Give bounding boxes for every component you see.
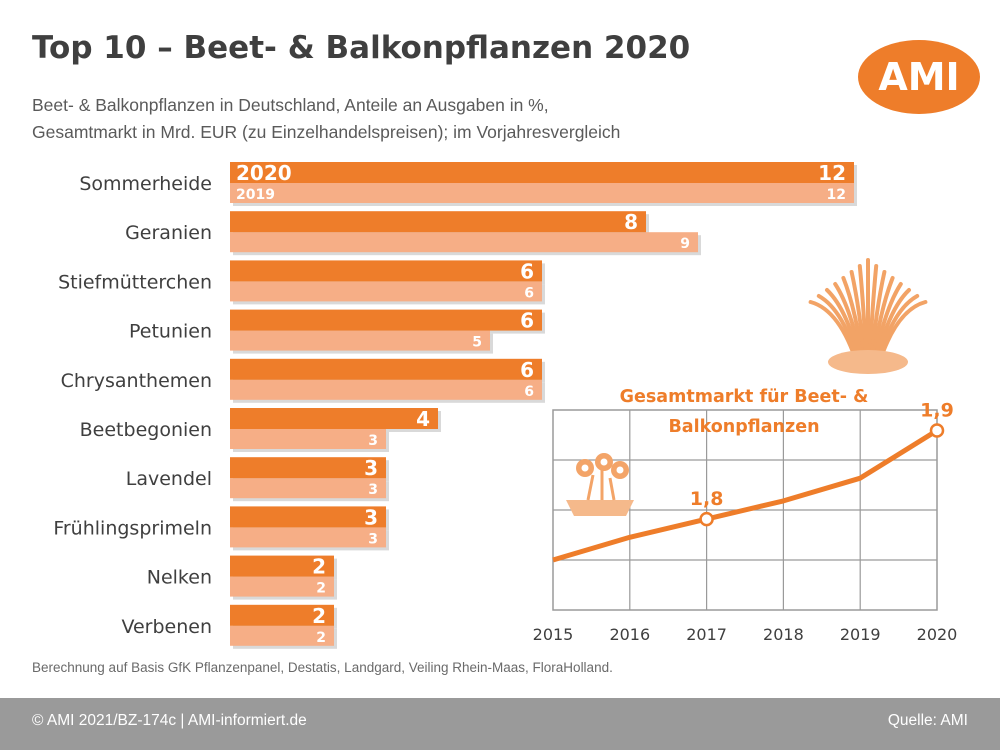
value-label-2019-2: 9 [680, 236, 690, 252]
bar-2019-3 [230, 281, 542, 302]
value-label-2019-1: 12 [827, 187, 846, 203]
category-label-4: Petunien [129, 321, 212, 343]
category-label-3: Stiefmütterchen [58, 271, 212, 293]
value-label-2019-4: 5 [472, 335, 482, 351]
category-label-9: Nelken [147, 567, 212, 589]
category-label-5: Chrysanthemen [61, 370, 212, 392]
bar-2020-2 [230, 211, 646, 233]
category-label-2: Geranien [125, 222, 212, 244]
bar-2019-4 [230, 330, 490, 351]
value-label-2020-9: 2 [312, 555, 326, 579]
bar-2019-1 [230, 183, 854, 203]
value-label-2020-1: 12 [818, 161, 846, 185]
bar-2020-9 [230, 555, 334, 577]
category-label-10: Verbenen [121, 616, 212, 638]
bar-2020-5 [230, 358, 542, 380]
footer-source: Quelle: AMI [887, 712, 968, 729]
value-label-2019-7: 3 [368, 482, 378, 498]
flower-bowl-icon [566, 453, 634, 516]
data-point-2020 [929, 423, 945, 438]
value-label-2019-5: 6 [524, 384, 534, 400]
bar-2020-4 [230, 309, 542, 331]
subtitle-line-2: Gesamtmarkt in Mrd. EUR (zu Einzelhandel… [32, 122, 621, 142]
x-tick-label-2019: 2019 [840, 625, 881, 644]
ornamental-grass-icon [808, 258, 928, 374]
value-label-2020-7: 3 [364, 456, 378, 480]
value-label-2020-2: 8 [624, 210, 638, 234]
bar-2019-8 [230, 527, 386, 548]
value-label-2020-5: 6 [520, 358, 534, 382]
data-label-2017: 1,8 [690, 488, 724, 510]
bar-2020-1 [230, 162, 854, 183]
subtitle: Beet- & Balkonpflanzen in Deutschland, A… [32, 92, 620, 146]
bar-2019-2 [230, 232, 698, 253]
bar-2020-7 [230, 457, 386, 479]
subtitle-line-1: Beet- & Balkonpflanzen in Deutschland, A… [32, 95, 549, 115]
x-tick-label-2016: 2016 [609, 625, 650, 644]
category-label-8: Frühlingsprimeln [53, 517, 212, 539]
value-label-2019-9: 2 [316, 581, 326, 597]
bar-2020-8 [230, 506, 386, 528]
series-label-2019: 2019 [236, 187, 275, 203]
category-label-7: Lavendel [126, 468, 212, 490]
value-label-2020-6: 4 [416, 407, 430, 431]
x-tick-label-2015: 2015 [533, 625, 574, 644]
bar-2020-3 [230, 260, 542, 282]
value-label-2020-3: 6 [520, 259, 534, 283]
value-label-2020-4: 6 [520, 309, 534, 333]
ami-logo: AMI [858, 40, 980, 114]
bar-2019-9 [230, 576, 334, 597]
data-label-2020: 1,9 [920, 399, 954, 421]
line-chart: Gesamtmarkt für Beet- & Balkonpflanzen 201… [533, 258, 958, 644]
category-label-1: Sommerheide [79, 173, 212, 195]
value-label-2019-3: 6 [524, 285, 534, 301]
bar-2019-5 [230, 379, 542, 400]
value-label-2019-8: 3 [368, 531, 378, 547]
footer-bar: © AMI 2021/BZ-174c | AMI-informiert.de Q… [0, 698, 1000, 750]
footer-copyright: © AMI 2021/BZ-174c | AMI-informiert.de [32, 712, 307, 729]
value-label-2020-8: 3 [364, 505, 378, 529]
data-point-2017 [699, 511, 714, 527]
value-label-2019-6: 3 [368, 433, 378, 449]
x-tick-label-2020: 2020 [917, 625, 958, 644]
bar-2019-6 [230, 429, 386, 449]
bar-chart: Sommerheide 12 12 2020 2019 Geranien 8 9 Stiefmü… [53, 161, 857, 649]
footnote: Berechnung auf Basis GfK Pflanzenpanel, … [32, 660, 613, 675]
value-label-2020-10: 2 [312, 604, 326, 628]
bar-2019-10 [230, 625, 334, 646]
x-tick-label-2017: 2017 [686, 625, 727, 644]
line-chart-title-line-1: Gesamtmarkt für Beet- & [620, 387, 869, 407]
page-title: Top 10 – Beet- & Balkonpflanzen 2020 [32, 30, 691, 66]
bar-2019-7 [230, 478, 386, 499]
bar-2020-6 [230, 408, 438, 429]
bar-2020-10 [230, 604, 334, 626]
x-tick-label-2018: 2018 [763, 625, 804, 644]
series-label-2020: 2020 [236, 161, 292, 185]
value-label-2019-10: 2 [316, 630, 326, 646]
market-line [552, 428, 939, 563]
line-chart-title-line-2: Balkonpflanzen [668, 417, 819, 437]
category-label-6: Beetbegonien [80, 419, 212, 441]
